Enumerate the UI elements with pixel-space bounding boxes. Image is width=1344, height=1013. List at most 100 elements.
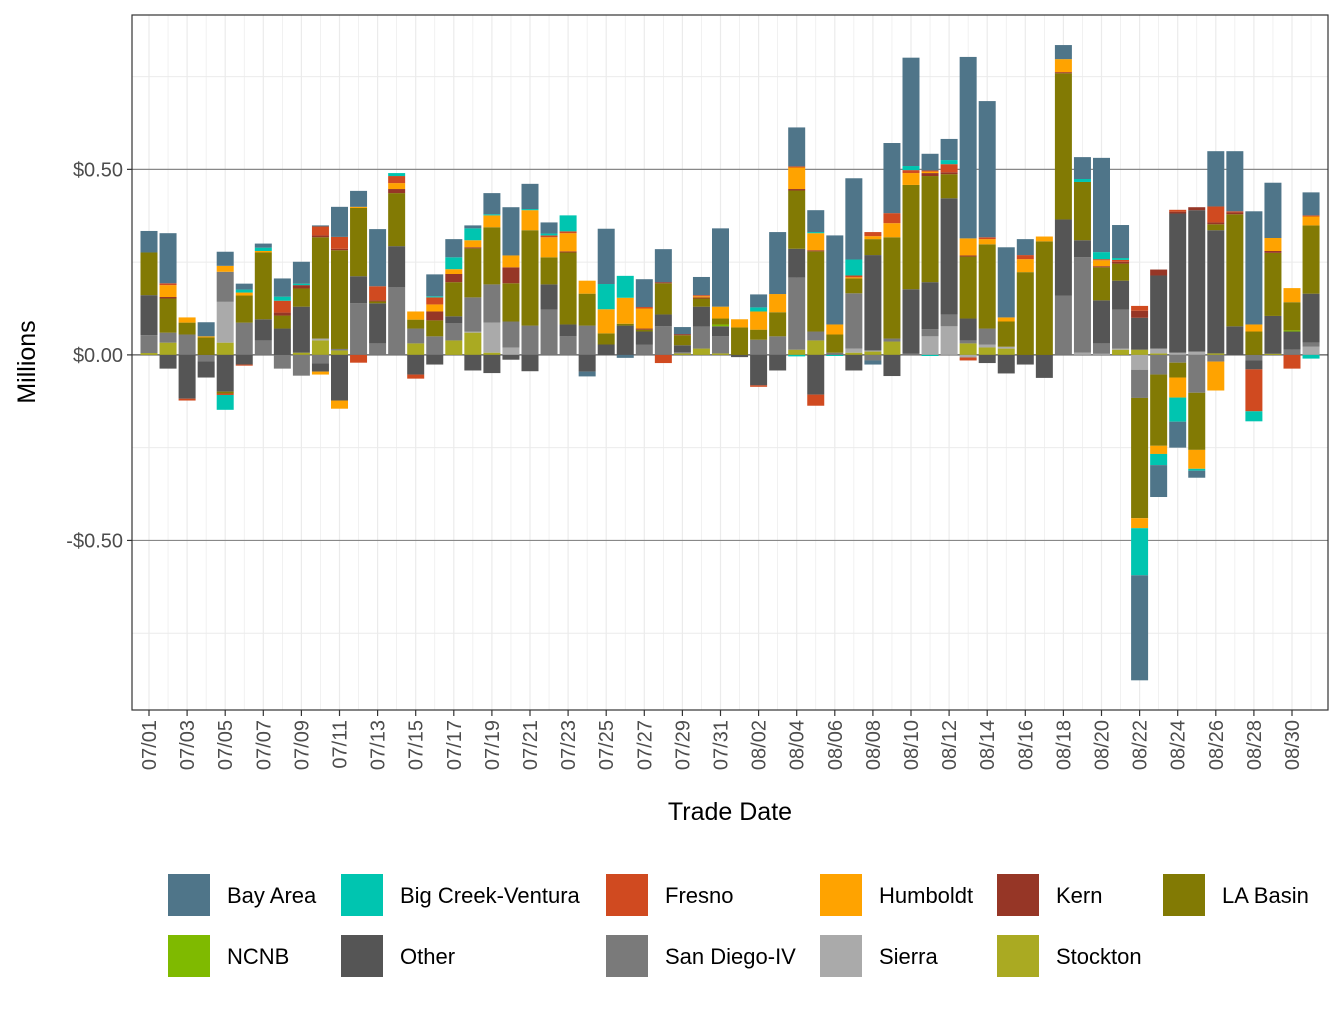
bar-segment-la-basin-08-22 xyxy=(1131,397,1149,519)
bar-segment-la-basin-08-03 xyxy=(769,312,787,337)
x-tick-label: 08/28 xyxy=(1244,720,1266,770)
bar-segment-sierra-08-25 xyxy=(1188,351,1206,355)
bar-segment-san-diego-iv-08-05 xyxy=(807,331,825,341)
bar-segment-la-basin-07-20 xyxy=(502,283,520,322)
bar-segment-big-creek-ventura-08-07 xyxy=(845,259,863,276)
bar-segment-san-diego-iv-08-09 xyxy=(883,338,901,342)
bar-segment-humboldt-08-09 xyxy=(883,223,901,238)
bar-segment-other-08-16 xyxy=(1016,354,1034,365)
bar-segment-bay-area-08-04 xyxy=(788,127,806,167)
legend-swatch xyxy=(168,935,210,977)
bar-segment-other-08-13 xyxy=(959,318,977,341)
bar-segment-other-08-26 xyxy=(1207,230,1225,354)
bar-segment-sierra-08-21 xyxy=(1112,348,1130,350)
bar-segment-fresno-08-09 xyxy=(883,213,901,224)
bar-segment-fresno-07-16 xyxy=(426,297,444,305)
bar-segment-fresno-08-30 xyxy=(1283,354,1301,369)
bar-segment-humboldt-08-23 xyxy=(1150,445,1168,454)
bar-segment-stockton-08-13 xyxy=(959,343,977,355)
bar-segment-sierra-07-19 xyxy=(483,322,501,353)
bar-segment-bay-area-08-15 xyxy=(997,247,1015,318)
bar-segment-la-basin-08-28 xyxy=(1245,331,1263,355)
bar-segment-san-diego-iv-08-31 xyxy=(1302,342,1320,347)
bar-segment-fresno-07-14 xyxy=(388,176,406,184)
bar-segment-other-07-07 xyxy=(254,319,272,341)
bar-segment-kern-07-10 xyxy=(311,235,329,238)
bar-segment-bay-area-08-11 xyxy=(921,153,939,171)
bar-segment-bay-area-07-06 xyxy=(235,283,253,290)
bar-segment-sierra-08-31 xyxy=(1302,346,1320,355)
bar-segment-humboldt-08-02 xyxy=(750,311,768,330)
x-tick-label: 08/08 xyxy=(863,720,885,770)
bar-segment-other-08-11 xyxy=(921,282,939,330)
x-tick-label: 07/11 xyxy=(330,720,352,769)
bar-segment-fresno-08-16 xyxy=(1016,255,1034,260)
legend-item-kern: Kern xyxy=(997,874,1102,916)
bar-segment-la-basin-08-30 xyxy=(1283,302,1301,331)
bar-segment-humboldt-08-13 xyxy=(959,238,977,256)
y-axis-title: Millions xyxy=(13,320,41,403)
bar-segment-bay-area-08-09 xyxy=(883,143,901,214)
x-tick-label: 08/24 xyxy=(1168,720,1190,770)
bar-segment-fresno-07-28 xyxy=(654,354,672,364)
bar-segment-big-creek-ventura-07-19 xyxy=(483,214,501,216)
bar-segment-kern-07-11 xyxy=(331,248,348,251)
bar-segment-la-basin-07-13 xyxy=(369,301,387,304)
bar-segment-la-basin-07-10 xyxy=(311,237,329,339)
bar-segment-bay-area-08-14 xyxy=(978,101,996,238)
bar-segment-big-creek-ventura-07-05 xyxy=(216,394,234,410)
bar-segment-san-diego-iv-07-29 xyxy=(673,352,691,354)
bar-segment-big-creek-ventura-08-06 xyxy=(826,354,844,357)
bar-segment-san-diego-iv-07-02 xyxy=(159,332,177,343)
bar-segment-san-diego-iv-07-21 xyxy=(521,325,539,355)
bar-segment-kern-07-09 xyxy=(292,285,310,289)
bar-segment-fresno-08-24 xyxy=(1169,209,1187,212)
bar-segment-la-basin-08-25 xyxy=(1188,392,1206,450)
bar-segment-kern-07-14 xyxy=(388,189,406,194)
bar-segment-fresno-08-11 xyxy=(921,170,939,172)
bar-segment-big-creek-ventura-08-05 xyxy=(807,232,825,234)
bar-segment-la-basin-07-14 xyxy=(388,193,406,247)
bar-segment-san-diego-iv-08-22 xyxy=(1131,369,1149,398)
bar-segment-fresno-07-08 xyxy=(273,300,291,313)
x-tick-label: 08/14 xyxy=(977,720,999,770)
bar-segment-sierra-07-18 xyxy=(464,331,482,333)
bar-segment-san-diego-iv-07-27 xyxy=(635,344,653,355)
bar-segment-fresno-07-23 xyxy=(559,231,577,234)
bar-segment-fresno-08-10 xyxy=(902,170,920,174)
bar-segment-la-basin-07-24 xyxy=(578,293,596,326)
bar-segment-other-08-03 xyxy=(769,354,787,371)
x-tick-label: 07/15 xyxy=(406,720,428,770)
bar-segment-san-diego-iv-08-30 xyxy=(1283,349,1301,355)
bar-segment-big-creek-ventura-07-17 xyxy=(445,257,463,270)
legend-item-ncnb: NCNB xyxy=(168,935,289,977)
bar-segment-stockton-07-29 xyxy=(673,353,691,355)
bar-segment-kern-08-04 xyxy=(788,189,806,191)
bar-segment-san-diego-iv-07-10 xyxy=(311,354,329,364)
bar-segment-kern-08-12 xyxy=(940,172,958,175)
x-tick-label: 07/05 xyxy=(215,720,237,770)
bar-segment-other-08-05 xyxy=(807,354,825,395)
bar-segment-bay-area-07-21 xyxy=(521,183,539,210)
bar-segment-big-creek-ventura-08-12 xyxy=(940,160,958,165)
bar-segment-humboldt-07-21 xyxy=(521,210,539,231)
bar-segment-sierra-07-20 xyxy=(502,347,520,355)
bar-segment-fresno-07-05 xyxy=(216,393,234,395)
bar-segment-san-diego-iv-07-01 xyxy=(140,335,158,354)
bar-segment-kern-08-29 xyxy=(1264,250,1282,253)
bar-segment-san-diego-iv-08-23 xyxy=(1150,354,1168,375)
bar-segment-big-creek-ventura-08-28 xyxy=(1245,411,1263,422)
bar-segment-big-creek-ventura-08-23 xyxy=(1150,453,1168,466)
bar-segment-humboldt-08-08 xyxy=(864,236,882,240)
legend-swatch xyxy=(341,874,383,916)
bar-segment-big-creek-ventura-08-24 xyxy=(1169,397,1187,422)
legend-label: Other xyxy=(400,944,455,969)
bar-segment-san-diego-iv-08-21 xyxy=(1112,309,1130,349)
bar-segment-kern-08-18 xyxy=(1054,72,1072,74)
bar-segment-big-creek-ventura-07-22 xyxy=(540,233,558,236)
bar-segment-fresno-08-28 xyxy=(1245,369,1263,412)
bar-segment-other-08-18 xyxy=(1054,219,1072,296)
bar-segment-other-08-01 xyxy=(731,354,749,358)
bar-segment-la-basin-08-05 xyxy=(807,251,825,332)
bar-segment-san-diego-iv-08-26 xyxy=(1207,354,1225,362)
